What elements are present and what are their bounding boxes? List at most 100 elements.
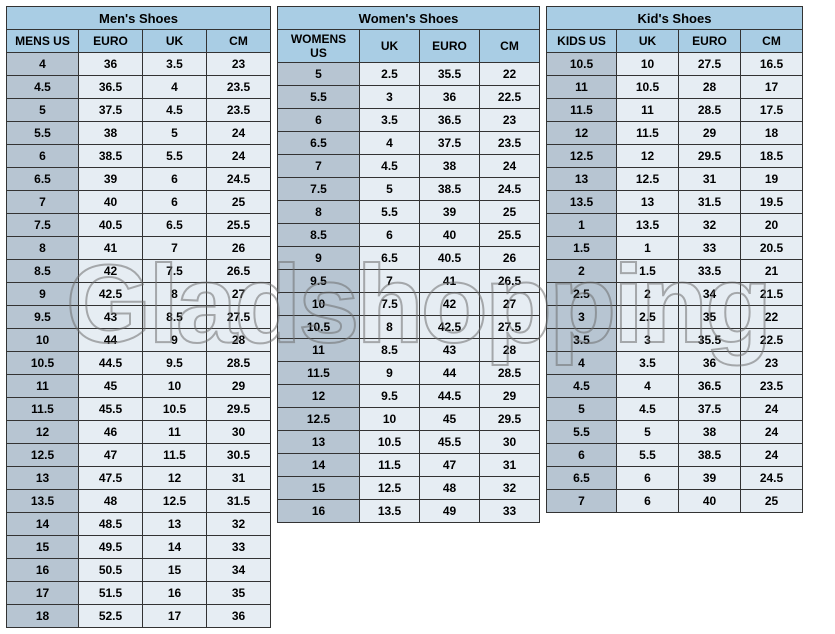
table-row: 10.5842.527.5 <box>278 316 540 339</box>
table-cell: 2.5 <box>360 63 420 86</box>
table-cell: 13.5 <box>360 500 420 523</box>
table-row: 129.544.529 <box>278 385 540 408</box>
table-cell: 5 <box>143 122 207 145</box>
table-cell: 6 <box>617 467 679 490</box>
table-cell: 16 <box>143 582 207 605</box>
table-cell: 13 <box>143 513 207 536</box>
table-cell: 36 <box>420 86 480 109</box>
table-cell: 10.5 <box>7 352 79 375</box>
table-cell: 27 <box>480 293 540 316</box>
table-cell: 19.5 <box>741 191 803 214</box>
table-cell: 21.5 <box>741 283 803 306</box>
table-cell: 10.5 <box>617 76 679 99</box>
table-cell: 7 <box>7 191 79 214</box>
table-cell: 23.5 <box>207 76 271 99</box>
table-cell: 26 <box>480 247 540 270</box>
table-cell: 11.5 <box>360 454 420 477</box>
table-cell: 13.5 <box>547 191 617 214</box>
table-cell: 33 <box>679 237 741 260</box>
table-cell: 2.5 <box>547 283 617 306</box>
table-cell: 24.5 <box>207 168 271 191</box>
table-cell: 27 <box>207 283 271 306</box>
table-cell: 11 <box>278 339 360 362</box>
table-row: 6.5437.523.5 <box>278 132 540 155</box>
table-row: 11.545.510.529.5 <box>7 398 271 421</box>
table-cell: 45.5 <box>420 431 480 454</box>
table-row: 9.574126.5 <box>278 270 540 293</box>
table-cell: 3.5 <box>360 109 420 132</box>
size-table-0: Men's ShoesMENS USEUROUKCM4363.5234.536.… <box>6 6 271 628</box>
column-header: WOMENS US <box>278 30 360 63</box>
table-cell: 52.5 <box>79 605 143 628</box>
table-cell: 22 <box>741 306 803 329</box>
table-cell: 24.5 <box>480 178 540 201</box>
table-cell: 11.5 <box>278 362 360 385</box>
table-cell: 20.5 <box>741 237 803 260</box>
table-row: 13.54812.531.5 <box>7 490 271 513</box>
table-cell: 7.5 <box>7 214 79 237</box>
table-cell: 18.5 <box>741 145 803 168</box>
table-cell: 47 <box>420 454 480 477</box>
table-row: 11.594428.5 <box>278 362 540 385</box>
table-cell: 31 <box>480 454 540 477</box>
table-cell: 25.5 <box>207 214 271 237</box>
table-cell: 23.5 <box>480 132 540 155</box>
table-row: 1650.51534 <box>7 559 271 582</box>
table-cell: 5 <box>278 63 360 86</box>
table-cell: 9 <box>143 329 207 352</box>
table-cell: 38.5 <box>679 444 741 467</box>
table-cell: 29.5 <box>480 408 540 431</box>
table-row: 5.553824 <box>547 421 803 444</box>
table-cell: 44 <box>79 329 143 352</box>
table-cell: 12 <box>617 145 679 168</box>
table-cell: 12.5 <box>278 408 360 431</box>
table-cell: 25 <box>741 490 803 513</box>
table-cell: 17.5 <box>741 99 803 122</box>
table-cell: 8 <box>360 316 420 339</box>
table-cell: 5.5 <box>278 86 360 109</box>
table-cell: 39 <box>79 168 143 191</box>
table-cell: 24 <box>741 421 803 444</box>
table-cell: 12 <box>7 421 79 444</box>
table-cell: 1.5 <box>617 260 679 283</box>
table-cell: 28 <box>480 339 540 362</box>
table-cell: 6.5 <box>278 132 360 155</box>
table-cell: 28 <box>207 329 271 352</box>
table-cell: 3.5 <box>143 53 207 76</box>
table-cell: 9.5 <box>278 270 360 293</box>
table-cell: 7.5 <box>360 293 420 316</box>
table-row: 8.5427.526.5 <box>7 260 271 283</box>
table-cell: 6.5 <box>547 467 617 490</box>
table-cell: 9 <box>278 247 360 270</box>
tables-container: Men's ShoesMENS USEUROUKCM4363.5234.536.… <box>6 6 829 628</box>
table-cell: 4.5 <box>617 398 679 421</box>
table-cell: 32 <box>679 214 741 237</box>
table-cell: 11 <box>547 76 617 99</box>
table-cell: 48.5 <box>79 513 143 536</box>
table-cell: 1 <box>547 214 617 237</box>
table-cell: 7 <box>143 237 207 260</box>
table-cell: 18 <box>741 122 803 145</box>
table-cell: 14 <box>278 454 360 477</box>
table-cell: 36 <box>679 352 741 375</box>
table-cell: 32 <box>480 477 540 500</box>
table-row: 113.53220 <box>547 214 803 237</box>
table-cell: 23.5 <box>207 99 271 122</box>
table-cell: 2 <box>617 283 679 306</box>
table-cell: 28.5 <box>480 362 540 385</box>
table-row: 74.53824 <box>278 155 540 178</box>
table-cell: 31 <box>679 168 741 191</box>
table-row: 1852.51736 <box>7 605 271 628</box>
table-cell: 8.5 <box>143 306 207 329</box>
table-cell: 14 <box>7 513 79 536</box>
table-cell: 45 <box>79 375 143 398</box>
table-cell: 4.5 <box>547 375 617 398</box>
table-cell: 4 <box>7 53 79 76</box>
table-row: 11.51128.517.5 <box>547 99 803 122</box>
table-cell: 37.5 <box>679 398 741 421</box>
table-cell: 44.5 <box>79 352 143 375</box>
table-cell: 34 <box>207 559 271 582</box>
table-cell: 29.5 <box>207 398 271 421</box>
table-row: 740625 <box>7 191 271 214</box>
table-cell: 5 <box>617 421 679 444</box>
